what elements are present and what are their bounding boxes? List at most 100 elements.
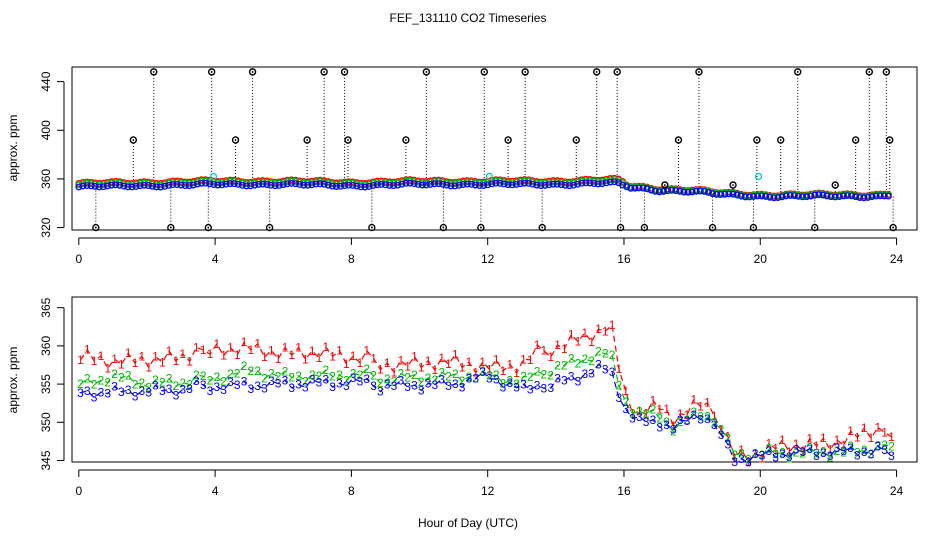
series-2-point: 2: [466, 370, 473, 384]
series-1-point: 1: [350, 349, 357, 363]
top-point-series3: [193, 180, 201, 188]
series-1-point: 1: [684, 408, 691, 422]
y-tick-label: 400: [39, 120, 53, 140]
top-point-series3: [398, 180, 406, 188]
top-point-series3: [676, 187, 684, 195]
series-2-point: 2: [159, 375, 166, 389]
series-1-point: 1: [132, 356, 139, 370]
x-axis-label: Hour of Day (UTC): [418, 516, 518, 530]
series-2-point: 2: [554, 359, 561, 373]
series-1-point: 1: [820, 431, 827, 445]
top-point-series3: [737, 192, 745, 200]
series-3-point: 3: [173, 389, 180, 403]
series-3-point: 3: [384, 378, 391, 392]
top-point-series3: [153, 183, 160, 191]
series-2-point: 2: [847, 439, 854, 453]
series-3-point: 3: [731, 455, 738, 469]
top-point-series3: [108, 181, 115, 189]
top-point-series3: [148, 182, 156, 190]
outlier-point: [640, 223, 649, 232]
series-1-point: 1: [322, 340, 329, 354]
x-tick-label: 4: [212, 252, 219, 266]
top-point-series3: [136, 182, 144, 190]
series-3-point: 3: [711, 418, 718, 432]
top-point-series3: [619, 181, 627, 189]
series-2-point: 2: [874, 438, 881, 452]
top-point-series3: [533, 181, 541, 189]
series-2-point: 2: [322, 363, 329, 377]
series-3-point: 3: [800, 445, 807, 459]
series-1-point: 1: [493, 353, 500, 367]
series-1-point: 1: [316, 351, 323, 365]
series-2-point: 2: [241, 359, 248, 373]
series-2-point: 2: [561, 358, 568, 372]
x-tick-label: 8: [348, 252, 355, 266]
outlier-point: [593, 68, 601, 76]
series-2-point: 2: [275, 369, 282, 383]
top-point-series3: [807, 192, 815, 200]
series-1-point: 1: [547, 350, 554, 364]
top-point-series3: [214, 181, 222, 189]
top-point-series3: [684, 188, 692, 196]
outlier-point: [889, 223, 897, 232]
top-point-series3: [324, 181, 332, 189]
series-2-point: 2: [506, 374, 513, 388]
series-1-point: 1: [595, 322, 602, 336]
series-3-point: 3: [432, 378, 439, 392]
series-3-point: 3: [697, 412, 704, 426]
series-2-point: 2: [684, 413, 691, 427]
series-2-point: 2: [650, 403, 657, 417]
top-point-series3: [553, 180, 561, 188]
top-point-series3: [226, 180, 234, 188]
series-1-point: 1: [200, 343, 207, 357]
series-1-point: 1: [779, 433, 786, 447]
top-point-series3: [516, 180, 524, 188]
series-1-point: 1: [445, 357, 452, 371]
series-1-point: 1: [690, 392, 697, 406]
series-2-point: 2: [718, 422, 725, 436]
series-2-point: 2: [622, 395, 629, 409]
series-3-point: 3: [132, 390, 139, 404]
top-point-series3: [770, 194, 778, 202]
series-3-point: 3: [670, 423, 677, 437]
top-point-series3: [868, 193, 876, 201]
outlier-point-center: [347, 139, 349, 141]
top-point-series3: [128, 183, 136, 191]
outlier-point: [729, 181, 737, 189]
series-2-point: 2: [91, 377, 98, 391]
outlier-point-center: [755, 139, 758, 141]
x-tick-label: 4: [212, 484, 219, 498]
series-2-point: 2: [98, 373, 105, 387]
series-2-point: 2: [534, 364, 541, 378]
top-x-axis: 0 4 8 12 16 20 24: [75, 237, 904, 266]
top-point-series3: [758, 192, 766, 200]
outlier-point: [865, 68, 873, 76]
top-point-series3: [549, 180, 557, 188]
series-3-point: 3: [275, 377, 282, 391]
series-2-point: 2: [493, 368, 500, 382]
series-1-point: 1: [765, 437, 772, 451]
series-1-point: 1: [813, 439, 820, 453]
top-point-series3: [610, 178, 618, 186]
top-point-series3: [181, 182, 189, 190]
top-point-series3: [504, 181, 512, 189]
top-panel: 0 4 8 12 16 20 24 320 360 400 440 approx. ppm: [6, 66, 918, 266]
top-point-series3: [602, 179, 610, 187]
top-point-series3: [786, 191, 794, 199]
top-point-series3: [234, 180, 242, 188]
top-point-series3: [582, 179, 590, 187]
top-point-series3: [623, 183, 631, 191]
series-3-point: 3: [759, 449, 766, 463]
series-3-point: 3: [377, 385, 384, 399]
top-y-axis-label: approx. ppm: [6, 115, 20, 182]
series-1-point: 1: [834, 433, 841, 447]
outlier-point-center: [370, 226, 373, 229]
series-1-point: 1: [575, 335, 582, 349]
series-1-point: 1: [486, 362, 493, 376]
top-point-series3: [455, 181, 463, 189]
series-2-point: 2: [595, 345, 602, 359]
series-1-point: 1: [391, 365, 398, 379]
top-point-series3: [794, 192, 802, 200]
series-1-point: 1: [173, 354, 180, 368]
series-3-point: 3: [200, 378, 207, 392]
